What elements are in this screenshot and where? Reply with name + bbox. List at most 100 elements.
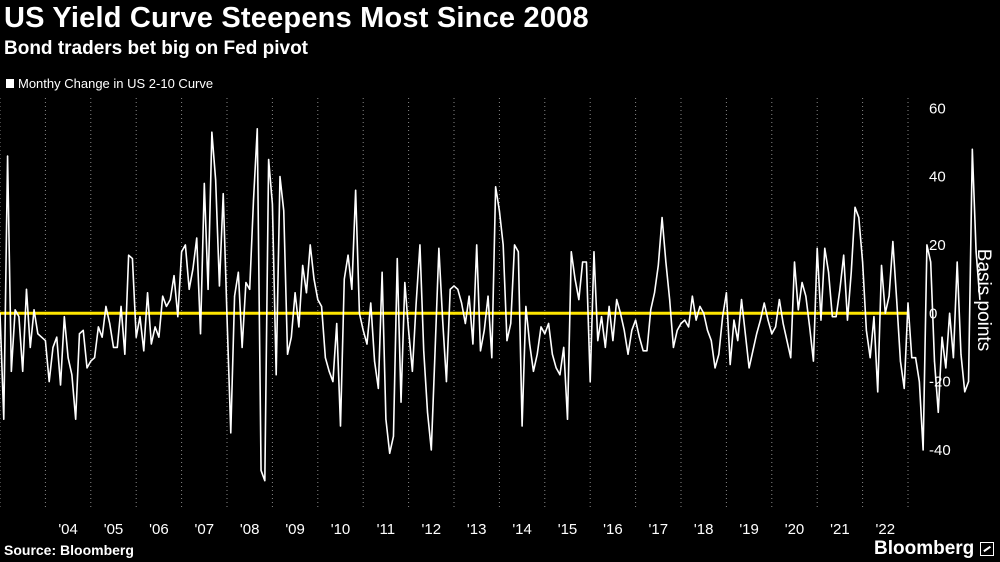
data-point: [949, 312, 951, 314]
series-line: [0, 127, 981, 482]
data-point: [453, 285, 455, 287]
series-layer: [0, 127, 981, 482]
data-point: [460, 302, 463, 304]
data-point: [725, 292, 728, 294]
data-point: [396, 257, 398, 260]
data-point: [146, 292, 149, 294]
data-point: [143, 350, 145, 352]
data-point: [366, 343, 368, 345]
data-point: [33, 309, 35, 311]
data-point: [442, 319, 444, 321]
data-point: [778, 298, 780, 301]
data-point: [59, 384, 62, 386]
data-point: [169, 298, 171, 301]
data-point: [29, 346, 31, 349]
data-point: [566, 418, 569, 420]
data-point: [328, 370, 330, 372]
data-point: [181, 251, 183, 253]
data-point: [979, 298, 981, 301]
data-point: [896, 298, 898, 301]
data-point: [926, 244, 928, 246]
data-point: [756, 333, 758, 335]
data-point: [154, 326, 156, 328]
y-axis: -40 -20 0 20 40 60: [929, 100, 951, 459]
data-point: [464, 322, 466, 325]
data-point: [237, 271, 239, 273]
data-point: [638, 336, 640, 338]
data-point: [801, 281, 803, 284]
data-point: [67, 357, 69, 359]
data-point: [740, 298, 743, 301]
data-point: [676, 329, 678, 331]
data-point: [884, 312, 886, 314]
data-point: [309, 244, 311, 246]
data-point: [426, 411, 429, 413]
data-point: [271, 203, 273, 205]
data-point: [869, 357, 871, 359]
data-point: [824, 247, 826, 249]
data-point: [177, 316, 179, 318]
data-point: [597, 339, 599, 342]
source-note: Source: Bloomberg: [4, 542, 134, 558]
data-point: [184, 244, 186, 246]
data-point: [75, 418, 77, 420]
data-point: [150, 343, 152, 345]
data-point: [230, 432, 232, 434]
data-point: [699, 305, 701, 308]
data-point: [52, 346, 54, 349]
data-point: [737, 339, 739, 342]
data-point: [18, 316, 20, 318]
data-point: [627, 353, 629, 355]
data-point: [245, 281, 247, 284]
data-point: [275, 374, 277, 376]
data-point: [438, 247, 440, 249]
data-point: [585, 261, 588, 263]
data-point: [109, 322, 111, 325]
data-point: [116, 346, 118, 349]
data-point: [816, 247, 818, 249]
data-point: [495, 186, 497, 188]
data-point: [797, 309, 799, 311]
data-point: [733, 319, 735, 321]
data-point: [669, 298, 671, 301]
data-point: [211, 131, 213, 133]
data-point: [687, 326, 690, 328]
data-point: [907, 302, 909, 304]
data-point: [97, 326, 99, 328]
data-point: [298, 326, 300, 328]
data-point: [703, 312, 705, 314]
data-point: [260, 469, 262, 472]
data-point: [952, 357, 955, 359]
data-point: [899, 360, 902, 362]
x-tick-label: '20: [785, 521, 805, 538]
legend-label: Monthy Change in US 2-10 Curve: [18, 76, 214, 91]
data-point: [642, 350, 644, 352]
data-point: [48, 380, 50, 383]
brand: Bloomberg: [874, 538, 995, 560]
data-point: [623, 329, 625, 331]
x-tick-label: '14: [512, 521, 532, 538]
data-point: [525, 305, 527, 308]
data-point: [922, 449, 924, 451]
brand-name: Bloomberg: [874, 538, 975, 559]
x-tick-label: '12: [422, 521, 442, 538]
x-tick-label: '17: [649, 521, 669, 538]
x-tick-label: '22: [876, 521, 896, 538]
data-point: [873, 316, 875, 318]
data-point: [215, 179, 217, 181]
data-point: [0, 312, 1, 314]
data-point: [710, 339, 712, 342]
data-point: [846, 319, 849, 321]
data-point: [744, 333, 746, 335]
data-point: [320, 305, 323, 308]
data-point: [313, 278, 315, 280]
data-point: [264, 480, 266, 482]
data-point: [373, 360, 376, 362]
data-point: [165, 305, 168, 308]
data-point: [892, 240, 894, 243]
x-tick-label: '11: [377, 521, 395, 538]
data-point: [370, 302, 372, 304]
data-point: [937, 411, 939, 413]
data-point: [877, 391, 879, 393]
data-point: [162, 295, 164, 297]
